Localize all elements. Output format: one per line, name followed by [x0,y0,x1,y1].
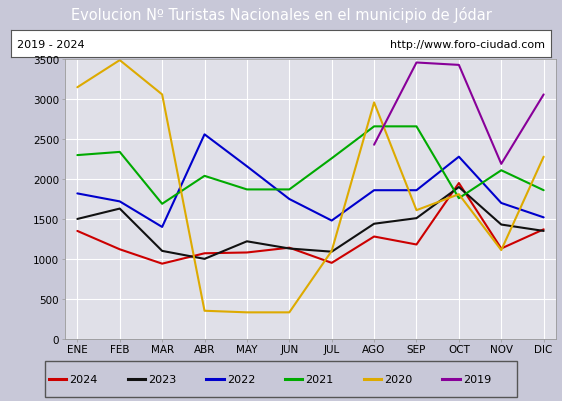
Text: 2021: 2021 [305,374,334,384]
Text: 2020: 2020 [384,374,413,384]
Text: http://www.foro-ciudad.com: http://www.foro-ciudad.com [391,40,545,49]
Text: 2019 - 2024: 2019 - 2024 [17,40,84,49]
Text: 2023: 2023 [148,374,176,384]
Text: 2022: 2022 [226,374,255,384]
Text: Evolucion Nº Turistas Nacionales en el municipio de Jódar: Evolucion Nº Turistas Nacionales en el m… [71,7,491,23]
Text: 2024: 2024 [69,374,98,384]
Text: 2019: 2019 [463,374,491,384]
